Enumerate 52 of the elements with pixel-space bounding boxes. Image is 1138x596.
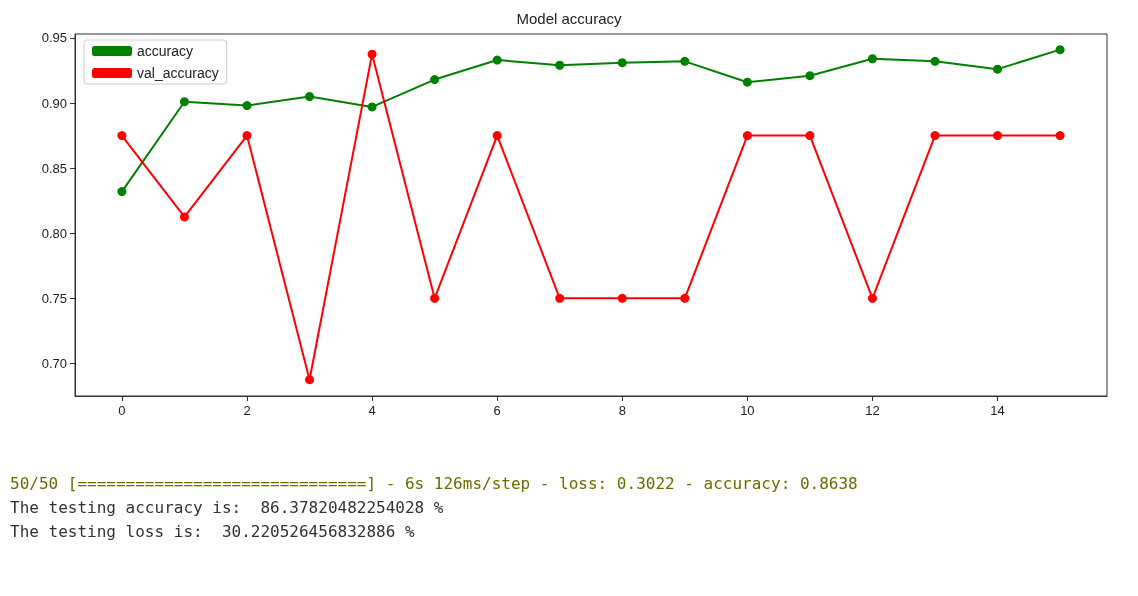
y-tick-label: 0.85 (41, 160, 67, 176)
point (242, 131, 252, 141)
x-tick-label: 14 (990, 403, 1005, 418)
x-tick-label: 6 (493, 403, 501, 418)
text: 50/50 [==============================] - 6s 126ms/step - loss: 0.3022 - accuracy: 0.8638 (10, 473, 859, 495)
point (742, 131, 752, 141)
y-tick-label: 0.95 (41, 30, 67, 46)
point (555, 60, 565, 70)
point (305, 92, 315, 101)
point (805, 71, 815, 81)
point (742, 77, 752, 87)
y-tick-label: 0.90 (41, 95, 67, 111)
x-tick-label: 8 (618, 403, 626, 418)
point (242, 101, 252, 111)
point (680, 56, 690, 66)
point (492, 55, 502, 65)
point (617, 58, 627, 68)
point (555, 293, 565, 303)
legend-label: accuracy (137, 43, 194, 59)
point (930, 131, 940, 141)
x-tick-label: 4 (368, 403, 376, 418)
x-tick-label: 2 (243, 403, 251, 418)
point (993, 131, 1003, 141)
point (993, 64, 1003, 74)
point (367, 102, 377, 112)
y-tick-label: 0.70 (41, 355, 67, 371)
point (867, 54, 877, 64)
point (179, 97, 189, 107)
point (117, 187, 127, 197)
point (805, 131, 815, 141)
chart-title: Model accuracy (516, 10, 623, 27)
point (430, 75, 440, 85)
x-tick-label: 10 (740, 403, 755, 418)
point (867, 293, 877, 303)
point (492, 131, 502, 141)
x-tick-label: 0 (118, 403, 126, 418)
point (1055, 45, 1065, 55)
x-tick-label: 12 (865, 403, 880, 418)
point (430, 293, 440, 303)
text: The testing loss is: 30.220526456832886 % (10, 521, 416, 543)
y-tick-label: 0.80 (41, 225, 67, 241)
point (1055, 131, 1065, 141)
point (617, 293, 627, 303)
legend-label: val_accuracy (137, 65, 219, 81)
y-tick-label: 0.75 (41, 290, 67, 306)
text: The testing accuracy is: 86.37820482254028 % (10, 497, 445, 519)
point (305, 375, 315, 385)
point (179, 212, 189, 222)
point (367, 49, 377, 59)
point (680, 293, 690, 303)
point (930, 56, 940, 66)
point (117, 131, 127, 141)
